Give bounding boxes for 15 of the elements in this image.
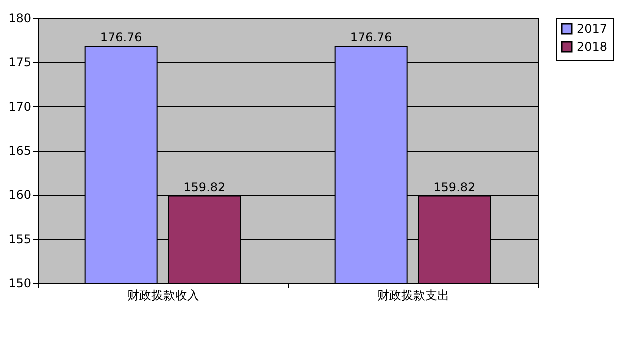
data-label: 159.82 bbox=[434, 180, 476, 194]
y-tick-label: 155 bbox=[8, 232, 32, 246]
x-tick-label: 财政拨款支出 bbox=[378, 288, 450, 302]
y-tick-label: 170 bbox=[8, 100, 32, 114]
data-label: 176.76 bbox=[350, 30, 392, 45]
data-label: 159.82 bbox=[184, 180, 226, 194]
y-tick-label: 180 bbox=[8, 12, 32, 26]
y-tick-label: 160 bbox=[8, 188, 32, 202]
y-tick-label: 150 bbox=[8, 276, 32, 290]
y-tick-label: 175 bbox=[8, 56, 32, 70]
x-tick-label: 财政拨款收入 bbox=[128, 288, 200, 302]
legend-label: 2017 bbox=[577, 22, 608, 36]
legend-label: 2018 bbox=[577, 40, 608, 54]
data-label: 176.76 bbox=[100, 30, 142, 45]
y-tick-label: 165 bbox=[8, 144, 32, 158]
